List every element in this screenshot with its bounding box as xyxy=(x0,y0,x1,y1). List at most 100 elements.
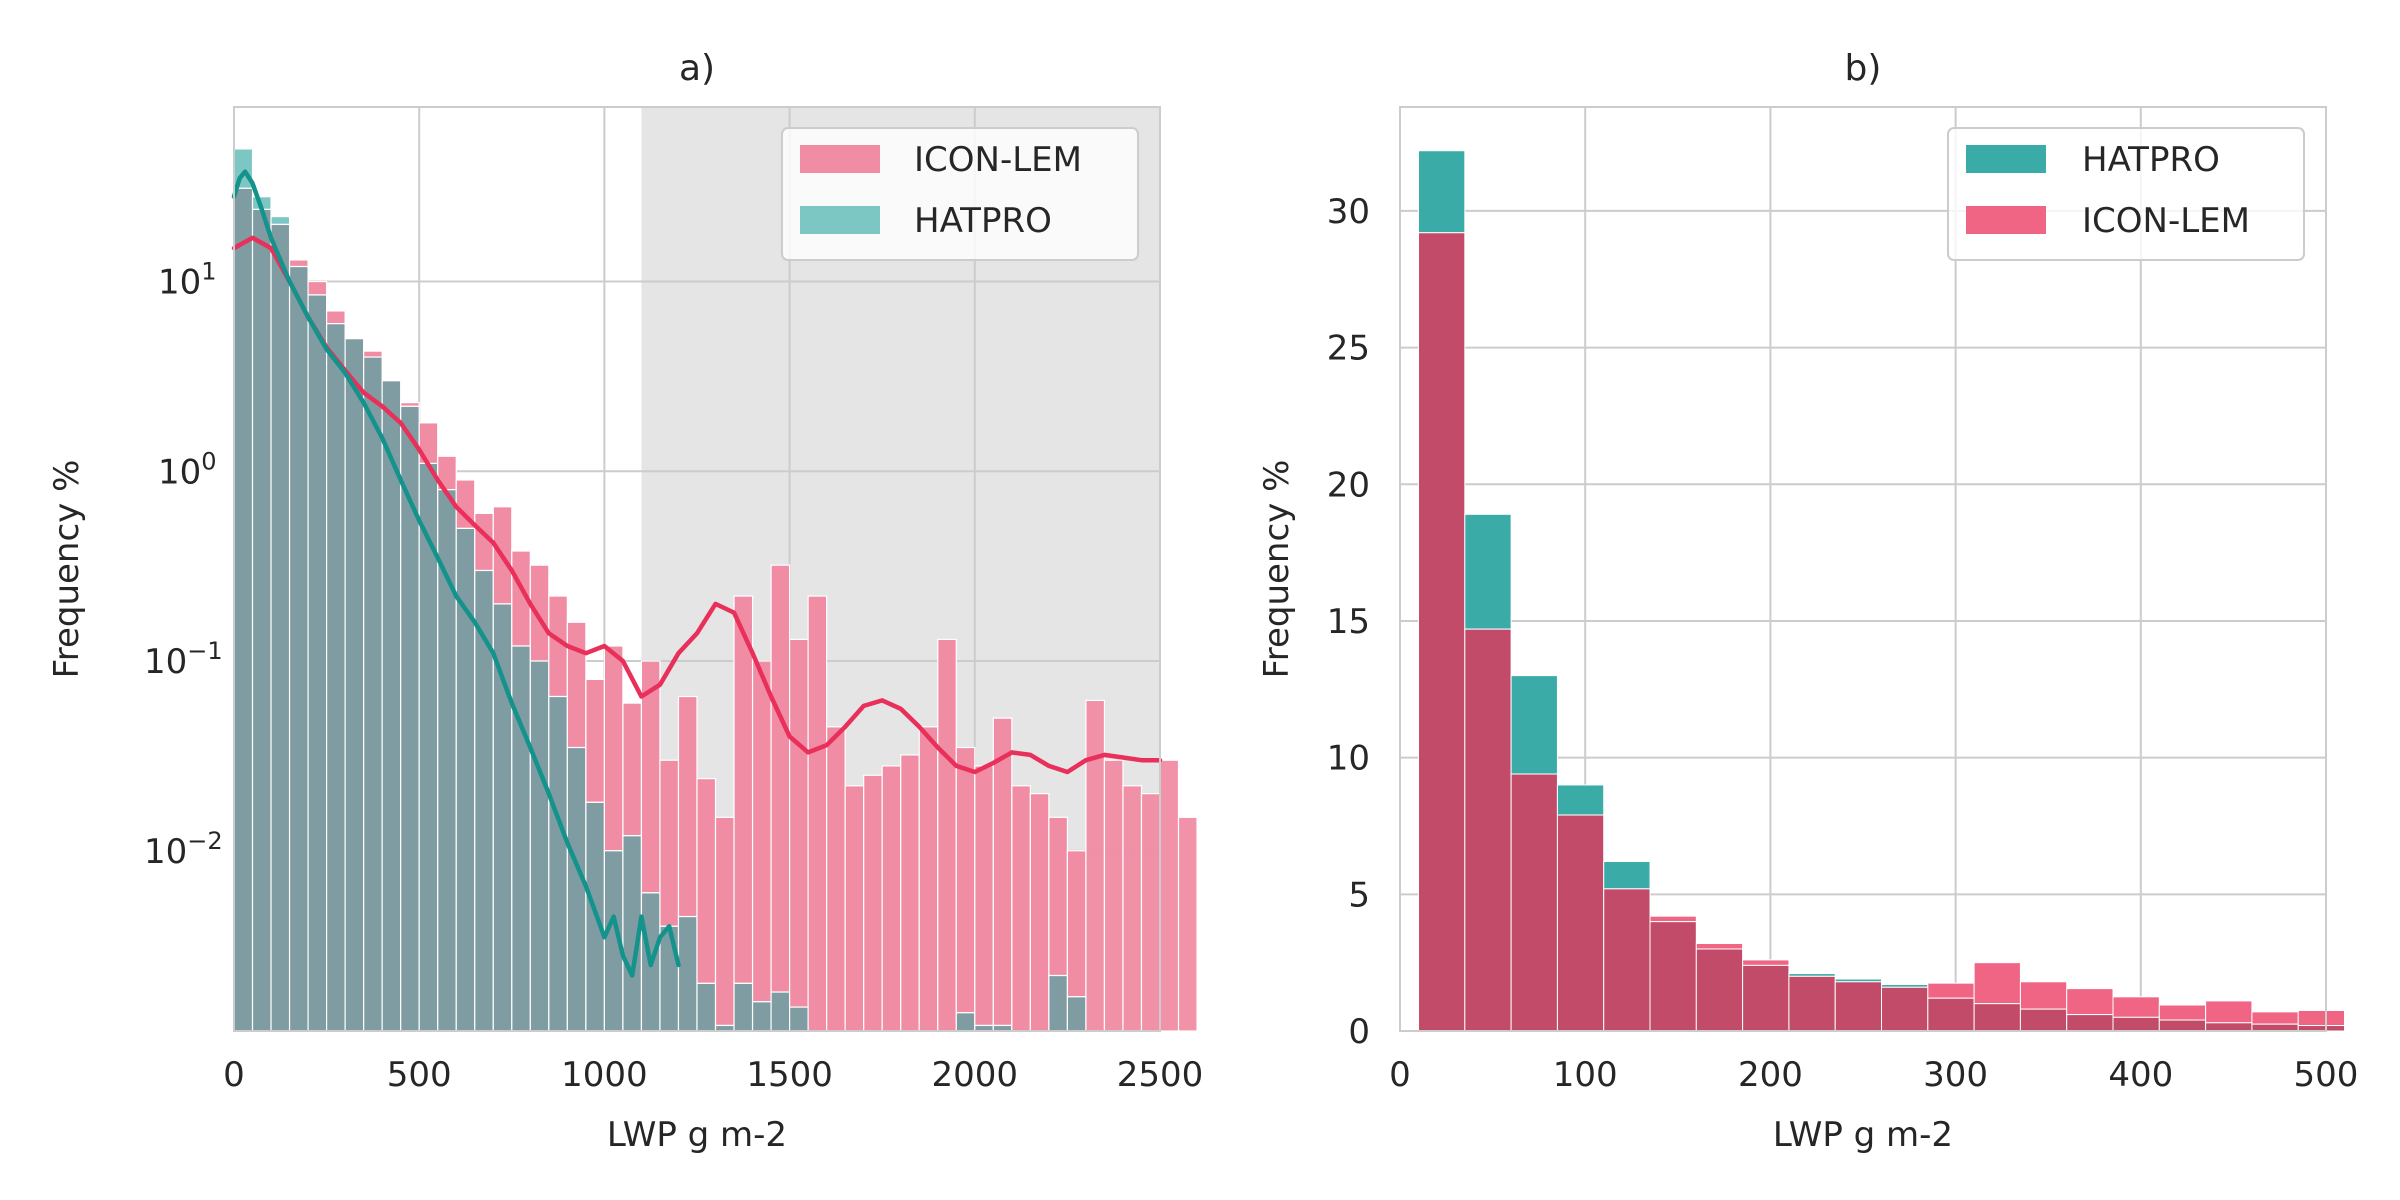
bar-overlap-b xyxy=(2251,1023,2299,1032)
bar-overlap-b xyxy=(2019,1008,2068,1032)
x-tick-label-a: 2500 xyxy=(1117,1055,1204,1095)
bar-overlap-b xyxy=(1464,628,1512,1032)
bar-icon-lem-a xyxy=(788,638,809,1008)
bar-hatpro-b xyxy=(1464,513,1512,630)
bar-overlap-b xyxy=(1556,814,1605,1032)
bar-icon-lem-a xyxy=(1159,759,1180,1032)
bar-icon-lem-a xyxy=(1177,816,1198,1032)
bar-overlap-a xyxy=(751,1001,772,1032)
bar-overlap-a xyxy=(1048,974,1069,1032)
y-tick-label-b: 20 xyxy=(1327,465,1370,505)
bar-overlap-a xyxy=(307,294,328,1032)
bar-overlap-a xyxy=(437,489,457,1032)
bar-icon-lem-a xyxy=(1029,793,1050,1032)
y-tick-label-b: 15 xyxy=(1327,602,1370,642)
bar-overlap-b xyxy=(1510,773,1558,1032)
bar-overlap-a xyxy=(677,915,698,1032)
bar-icon-lem-a xyxy=(844,785,865,1032)
bar-icon-lem-a xyxy=(585,678,606,803)
bar-icon-lem-a xyxy=(714,816,735,1027)
x-tick-label-b: 0 xyxy=(1389,1055,1411,1095)
bar-icon-lem-a xyxy=(807,595,828,1032)
bar-overlap-b xyxy=(1695,948,1744,1032)
x-axis-label-b: LWP g m-2 xyxy=(1773,1115,1953,1155)
bar-overlap-a xyxy=(288,265,309,1032)
bar-overlap-a xyxy=(511,645,531,1032)
y-tick-label-a: 100 xyxy=(158,447,217,492)
bar-icon-lem-a xyxy=(1048,816,1069,977)
y-tick-label-a: 101 xyxy=(158,258,217,303)
bar-overlap-b xyxy=(2205,1022,2253,1032)
bar-icon-lem-a xyxy=(900,754,920,1032)
bar-icon-lem-a xyxy=(881,765,902,1032)
bar-overlap-a xyxy=(770,991,791,1032)
bar-icon-lem-b xyxy=(2205,1000,2253,1024)
panel-b: 0 100 200 300 400 500 0 5 10 15 20 25 30 b) LWP g m-… xyxy=(1257,48,2358,1155)
y-tick-label-b: 5 xyxy=(1348,875,1370,915)
bar-overlap-a xyxy=(659,925,680,1032)
bar-icon-lem-a xyxy=(659,759,680,927)
bar-icon-lem-a xyxy=(1103,759,1124,1032)
bar-icon-lem-b xyxy=(2019,981,2068,1010)
bar-overlap-a xyxy=(529,660,550,1032)
bar-icon-lem-a xyxy=(863,774,883,1032)
legend-label-icon-lem-a: ICON-LEM xyxy=(914,140,1082,180)
axes-frame-b xyxy=(1399,106,2327,1032)
bar-overlap-b xyxy=(1418,232,1466,1032)
bar-icon-lem-b xyxy=(2158,1004,2207,1021)
x-tick-label-a: 1000 xyxy=(561,1055,648,1095)
bar-overlap-a xyxy=(696,982,717,1032)
bar-icon-lem-b xyxy=(1973,962,2021,1005)
x-axis-label-a: LWP g m-2 xyxy=(607,1115,787,1155)
bar-hatpro-b xyxy=(1556,784,1605,816)
bar-icon-lem-a xyxy=(826,726,846,1032)
bar-overlap-b xyxy=(2112,1016,2160,1032)
bar-icon-lem-a xyxy=(696,778,717,984)
kde-line-hatpro xyxy=(231,169,681,978)
bar-icon-lem-a xyxy=(992,717,1013,1027)
y-tick-label-a: 10−1 xyxy=(144,637,223,682)
x-tick-label-a: 2000 xyxy=(932,1055,1019,1095)
bar-icon-lem-a xyxy=(307,280,328,296)
bar-icon-lem-b xyxy=(1742,959,1790,966)
y-tick-label-b: 30 xyxy=(1327,192,1370,232)
bar-overlap-b xyxy=(1788,975,1836,1032)
bar-overlap-a xyxy=(788,1006,809,1032)
bar-overlap-a xyxy=(566,746,587,1032)
bar-overlap-a xyxy=(363,356,383,1032)
bar-overlap-a xyxy=(326,323,346,1032)
bar-overlap-a xyxy=(233,187,254,1032)
x-tick-label-a: 0 xyxy=(223,1055,245,1095)
bar-overlap-b xyxy=(2066,1014,2114,1032)
bar-overlap-a xyxy=(344,338,365,1032)
panel-title-b: b) xyxy=(1845,48,1882,89)
bar-overlap-b xyxy=(2158,1019,2207,1032)
bar-icon-lem-b xyxy=(2297,1009,2346,1027)
legend-swatch-hatpro-a xyxy=(800,206,880,234)
x-tick-label-a: 1500 xyxy=(746,1055,833,1095)
x-tick-label-a: 500 xyxy=(387,1055,452,1095)
y-tick-label-b: 10 xyxy=(1327,739,1370,779)
bar-overlap-a xyxy=(955,1012,976,1032)
axes-frame-a xyxy=(233,106,1161,1032)
bar-icon-lem-a xyxy=(288,259,309,268)
bar-icon-lem-a xyxy=(1011,785,1031,1032)
bar-icon-lem-a xyxy=(677,695,698,918)
legend-swatch-icon-lem-b xyxy=(1966,206,2046,234)
bar-overlap-a xyxy=(1066,996,1087,1032)
bar-icon-lem-a xyxy=(603,645,624,852)
y-tick-label-b: 0 xyxy=(1348,1012,1370,1052)
bar-icon-lem-a xyxy=(937,638,957,1032)
y-tick-label-a: 10−2 xyxy=(144,827,223,872)
bar-icon-lem-a xyxy=(770,564,791,993)
x-tick-label-b: 500 xyxy=(2294,1055,2359,1095)
bar-icon-lem-a xyxy=(529,564,550,662)
bar-overlap-b xyxy=(1742,964,1790,1032)
bar-icon-lem-b xyxy=(1927,982,1975,999)
bar-icon-lem-a xyxy=(622,702,643,837)
bar-icon-lem-b xyxy=(2112,996,2160,1018)
bar-icon-lem-a xyxy=(1085,699,1106,1032)
bar-overlap-b xyxy=(1603,888,1651,1032)
bar-icon-lem-a xyxy=(974,765,994,1027)
